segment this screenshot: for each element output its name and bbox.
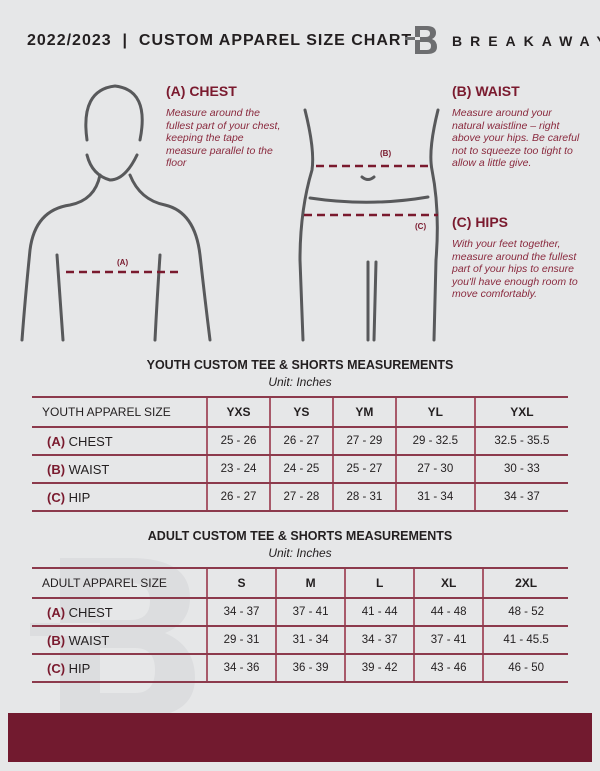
size-header: YL (394, 396, 475, 428)
adult-size-table: ADULT APPAREL SIZE S M L XL 2XL (A) CHEST 34 - … (32, 567, 568, 683)
size-header: YXS (206, 396, 270, 428)
waist-marker: (B) (380, 149, 392, 158)
measurement-name: WAIST (68, 632, 110, 648)
body-measurement-illustration (20, 84, 440, 342)
measurement-value: 44 - 48 (413, 597, 484, 627)
measurement-label: (A) CHEST (32, 426, 207, 456)
footer-bar (8, 713, 592, 762)
chest-description: Measure around the fullest part of your … (166, 107, 281, 170)
measurement-value: 37 - 41 (275, 597, 346, 627)
size-label: YOUTH APPAREL SIZE (32, 396, 207, 428)
size-header: YM (331, 396, 396, 428)
size-label: ADULT APPAREL SIZE (32, 567, 207, 599)
measurement-name: CHEST (68, 433, 113, 449)
measurement-value: 32.5 - 35.5 (473, 426, 568, 456)
measurement-value: 25 - 26 (206, 426, 270, 456)
youth-size-table: YOUTH APPAREL SIZE YXS YS YM YL YXL (A) CHEST 2… (32, 396, 568, 512)
measurement-value: 43 - 46 (413, 653, 484, 683)
table-row: (B) WAIST 23 - 24 24 - 25 25 - 27 27 - 30 30 … (32, 454, 568, 484)
measurement-value: 23 - 24 (206, 454, 270, 484)
measurement-value: 30 - 33 (473, 454, 568, 484)
measurement-key: (B) (47, 461, 66, 477)
measurement-value: 34 - 37 (473, 482, 568, 512)
measurement-value: 34 - 37 (205, 597, 277, 627)
measurement-key: (B) (47, 632, 66, 648)
measurement-name: HIP (68, 489, 91, 505)
measurement-value: 27 - 29 (331, 426, 396, 456)
measurement-value: 36 - 39 (275, 653, 346, 683)
measurement-value: 31 - 34 (394, 482, 475, 512)
measurement-value: 29 - 32.5 (394, 426, 475, 456)
table-row: (C) HIP 34 - 36 36 - 39 39 - 42 43 - 46 46 - … (32, 653, 568, 683)
measurement-label: (A) CHEST (32, 597, 207, 627)
size-header: 2XL (482, 567, 568, 599)
measurement-value: 34 - 36 (205, 653, 277, 683)
measurement-label: (C) HIP (32, 482, 207, 512)
measurement-value: 26 - 27 (268, 426, 333, 456)
measurement-label: (B) WAIST (32, 625, 207, 655)
table-row: (C) HIP 26 - 27 27 - 28 28 - 31 31 - 34 34 - … (32, 482, 568, 512)
measurement-value: 48 - 52 (482, 597, 568, 627)
size-header: M (275, 567, 346, 599)
waist-description: Measure around your natural waistline – … (452, 107, 580, 170)
table-row: (B) WAIST 29 - 31 31 - 34 34 - 37 37 - 41 41 … (32, 625, 568, 655)
waist-heading: (B) WAIST (452, 83, 520, 99)
size-header: YXL (473, 396, 568, 428)
chest-heading: (A) CHEST (166, 83, 237, 99)
size-header: XL (413, 567, 484, 599)
measurement-key: (A) (47, 433, 66, 449)
measurement-value: 26 - 27 (206, 482, 270, 512)
measurement-key: (C) (47, 489, 66, 505)
measurement-value: 41 - 44 (344, 597, 415, 627)
measurement-key: (A) (47, 604, 66, 620)
measurement-name: WAIST (68, 461, 110, 477)
measurement-value: 31 - 34 (275, 625, 346, 655)
table-header-row: YOUTH APPAREL SIZE YXS YS YM YL YXL (32, 396, 568, 428)
measurement-value: 34 - 37 (344, 625, 415, 655)
youth-table-title: YOUTH CUSTOM TEE & SHORTS MEASUREMENTS (146, 358, 454, 372)
measurement-name: CHEST (68, 604, 113, 620)
measurement-value: 46 - 50 (482, 653, 568, 683)
measurement-value: 29 - 31 (205, 625, 277, 655)
measurement-value: 41 - 45.5 (482, 625, 568, 655)
adult-table-title: ADULT CUSTOM TEE & SHORTS MEASUREMENTS (147, 529, 453, 543)
measurement-value: 37 - 41 (413, 625, 484, 655)
measurement-value: 24 - 25 (268, 454, 333, 484)
measurement-value: 27 - 30 (394, 454, 475, 484)
size-header: YS (268, 396, 333, 428)
size-header: S (205, 567, 277, 599)
measurement-label: (C) HIP (32, 653, 207, 683)
youth-unit: Unit: Inches (268, 375, 332, 389)
hips-heading: (C) HIPS (452, 214, 508, 230)
measurement-value: 27 - 28 (268, 482, 333, 512)
page-title: 2022/2023 | CUSTOM APPAREL SIZE CHART (27, 32, 413, 49)
measurement-label: (B) WAIST (32, 454, 207, 484)
measurement-value: 39 - 42 (344, 653, 415, 683)
measurement-value: 25 - 27 (331, 454, 396, 484)
table-header-row: ADULT APPAREL SIZE S M L XL 2XL (32, 567, 568, 599)
adult-unit: Unit: Inches (268, 546, 332, 560)
measurement-key: (C) (47, 660, 66, 676)
table-row: (A) CHEST 25 - 26 26 - 27 27 - 29 29 - 32.5 3… (32, 426, 568, 456)
hips-description: With your feet together, measure around … (452, 238, 578, 301)
measurement-name: HIP (68, 660, 91, 676)
size-header: L (344, 567, 415, 599)
hips-marker: (C) (415, 222, 427, 231)
breakaway-logo-icon (405, 26, 437, 54)
chest-marker: (A) (117, 258, 129, 267)
measurement-value: 28 - 31 (331, 482, 396, 512)
brand-name: BREAKAWAY (452, 33, 600, 49)
table-row: (A) CHEST 34 - 37 37 - 41 41 - 44 44 - 48 48 … (32, 597, 568, 627)
